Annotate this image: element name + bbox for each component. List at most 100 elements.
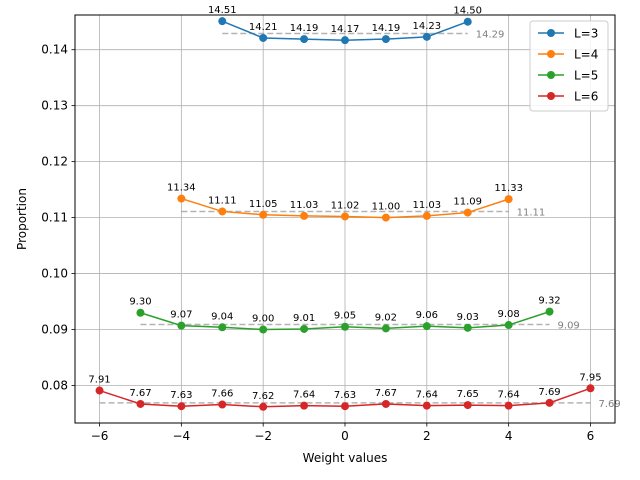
point-label: 7.91: [88, 375, 110, 386]
data-point: [545, 398, 554, 407]
legend-swatch-marker: [547, 50, 555, 58]
data-point: [463, 208, 472, 217]
point-label: 14.23: [412, 21, 441, 32]
x-tick-label: 2: [423, 429, 431, 443]
data-point: [259, 325, 268, 334]
point-label: 9.30: [129, 297, 151, 308]
data-point: [259, 33, 268, 42]
x-tick-label: 0: [341, 429, 349, 443]
data-point: [218, 323, 227, 332]
legend-swatch-marker: [547, 71, 555, 79]
data-point: [341, 322, 349, 331]
point-label: 9.08: [498, 309, 520, 320]
point-label: 11.34: [167, 183, 196, 194]
data-point: [177, 194, 186, 203]
data-point: [177, 321, 186, 330]
point-label: 9.04: [211, 311, 233, 322]
point-label: 14.21: [249, 22, 278, 33]
data-point: [300, 401, 309, 410]
data-point: [422, 32, 431, 41]
point-label: 14.19: [290, 23, 319, 34]
x-axis-label: Weight values: [303, 451, 388, 465]
data-point: [422, 211, 431, 220]
data-point: [463, 17, 472, 26]
data-point: [463, 323, 472, 332]
point-label: 7.63: [334, 390, 356, 401]
point-label: 7.67: [129, 388, 151, 399]
y-tick-label: 0.13: [41, 99, 68, 113]
legend-label: L=5: [574, 69, 598, 83]
data-point: [341, 36, 349, 45]
data-point: [504, 321, 513, 330]
point-label: 7.67: [375, 388, 397, 399]
point-label: 7.62: [252, 391, 274, 402]
data-point: [341, 212, 349, 221]
data-point: [586, 384, 595, 393]
point-label: 11.03: [412, 200, 441, 211]
point-label: 9.00: [252, 314, 274, 325]
data-point: [422, 401, 431, 410]
point-label: 9.05: [334, 311, 356, 322]
legend-box: [529, 20, 609, 112]
data-point: [504, 195, 513, 204]
point-label: 7.95: [579, 372, 601, 383]
data-point: [463, 401, 472, 410]
axis-ticks: −6 −4 −2 0 2 4 6 0.08 0.09 0.10 0.11 0.12 0.13 0.14: [41, 43, 594, 443]
point-label: 9.02: [375, 312, 397, 323]
legend-swatch-marker: [547, 29, 555, 37]
point-label: 14.51: [208, 5, 237, 16]
mean-label: 9.09: [558, 320, 580, 331]
point-label: 7.64: [293, 390, 315, 401]
point-label: 11.03: [290, 200, 319, 211]
point-label: 11.09: [453, 197, 482, 208]
data-point: [381, 35, 390, 44]
y-tick-label: 0.12: [41, 155, 68, 169]
data-point: [218, 400, 227, 409]
mean-label: 7.69: [598, 399, 620, 410]
data-point: [136, 399, 145, 408]
x-tick-label: −2: [254, 429, 272, 443]
legend-label: L=4: [574, 48, 598, 62]
point-label: 7.69: [538, 387, 560, 398]
y-tick-label: 0.11: [41, 211, 68, 225]
y-tick-label: 0.08: [41, 379, 68, 393]
data-point: [95, 386, 104, 395]
mean-label: 14.29: [476, 29, 505, 40]
x-tick-label: −4: [173, 429, 191, 443]
data-point: [545, 307, 554, 316]
data-point: [177, 402, 186, 411]
point-label: 11.00: [372, 202, 401, 213]
point-label: 11.05: [249, 199, 278, 210]
data-point: [259, 210, 268, 219]
data-labels: 14.29 14.51 14.21 14.19 14.17 14.19 14.23 14.50…: [88, 5, 620, 410]
x-tick-label: 4: [505, 429, 513, 443]
point-label: 14.17: [331, 24, 360, 35]
y-tick-label: 0.09: [41, 323, 68, 337]
data-point: [259, 402, 268, 411]
x-tick-label: −6: [91, 429, 109, 443]
data-point: [136, 308, 145, 317]
data-point: [381, 213, 390, 222]
point-label: 14.50: [453, 6, 482, 17]
data-point: [300, 35, 309, 44]
point-label: 14.19: [372, 23, 401, 34]
x-tick-label: 6: [587, 429, 595, 443]
series-lines: [95, 17, 595, 411]
data-point: [422, 322, 431, 331]
point-label: 9.07: [170, 310, 192, 321]
point-label: 9.03: [457, 312, 479, 323]
data-point: [218, 17, 227, 26]
legend-swatch-marker: [547, 92, 555, 100]
data-point: [300, 211, 309, 220]
point-label: 9.06: [416, 310, 438, 321]
y-axis-label: Proportion: [15, 188, 29, 250]
y-tick-label: 0.10: [41, 267, 68, 281]
point-label: 11.11: [208, 195, 237, 206]
data-point: [381, 399, 390, 408]
point-label: 11.02: [331, 200, 360, 211]
data-point: [300, 324, 309, 333]
data-point: [341, 402, 349, 411]
data-point: [381, 324, 390, 333]
point-label: 7.63: [170, 390, 192, 401]
